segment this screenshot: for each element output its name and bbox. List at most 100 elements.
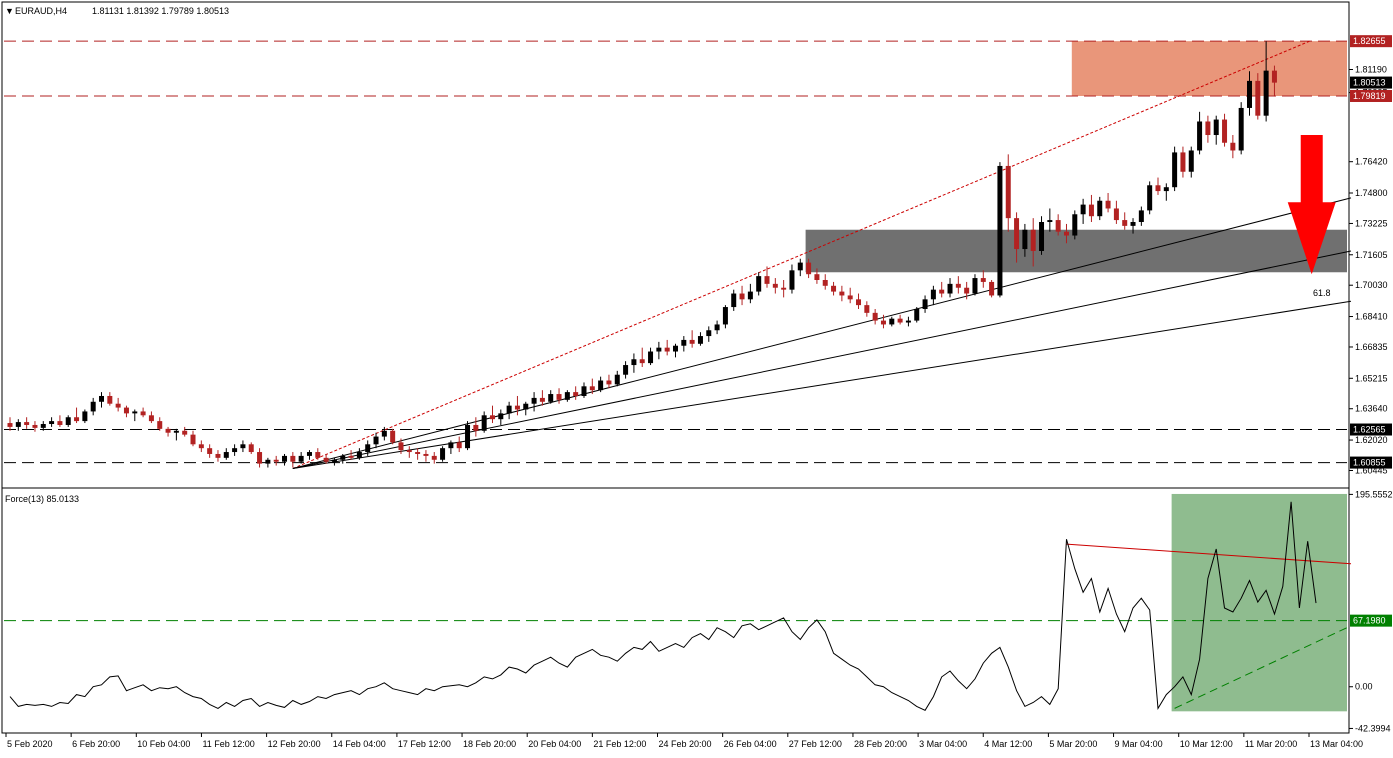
- candle-body: [706, 330, 712, 337]
- price-level-tag-label: 1.82655: [1353, 36, 1386, 46]
- candle-body: [1172, 152, 1178, 188]
- candle-body: [1213, 119, 1219, 136]
- time-tick-label: 4 Mar 12:00: [984, 739, 1032, 749]
- candle-body: [1113, 208, 1119, 221]
- price-tick-label: 1.74800: [1355, 188, 1388, 198]
- candle-body: [764, 276, 770, 284]
- time-tick-label: 10 Mar 12:00: [1180, 739, 1233, 749]
- down-arrow-icon: [1287, 135, 1336, 275]
- candle-body: [1246, 80, 1252, 108]
- indicator-pane-frame: [1, 487, 1350, 734]
- chart-headers: ▼ EURAUD,H4 1.81131 1.81392 1.79789 1.80…: [5, 6, 1331, 504]
- price-level-tag-label: 1.60855: [1353, 458, 1386, 468]
- candle-body: [348, 455, 354, 458]
- price-level-tag: [1350, 423, 1392, 436]
- candle-body: [232, 448, 238, 453]
- candle-body: [82, 411, 88, 422]
- time-axis: 5 Feb 2020 6 Feb 20:00 10 Feb 04:00 11 Feb …: [5, 733, 1363, 749]
- candle-body: [847, 295, 853, 300]
- candle-body: [132, 411, 138, 414]
- candle-body: [539, 397, 545, 402]
- price-tick-label: 1.76420: [1355, 157, 1388, 167]
- candle-body: [448, 442, 454, 449]
- candle-body: [398, 442, 404, 451]
- candle-body: [390, 430, 396, 443]
- price-tick-label: 1.65215: [1355, 373, 1388, 383]
- time-tick-label: 27 Feb 12:00: [789, 739, 842, 749]
- price-level-tag: [1350, 456, 1392, 469]
- force-index-pane[interactable]: 195.5552 0.00 -42.3994 67.1980: [1, 487, 1393, 734]
- candle-body: [731, 293, 737, 308]
- candle-body: [564, 392, 570, 400]
- price-tick-label: 1.73225: [1355, 218, 1388, 228]
- candle-body: [1039, 222, 1045, 251]
- time-tick-label: 6 Feb 20:00: [72, 739, 120, 749]
- candle-body: [581, 386, 587, 396]
- indicator-highlight-zone: [1171, 493, 1347, 712]
- candle-body: [306, 452, 312, 456]
- candle-body: [548, 394, 554, 402]
- candle-body: [74, 417, 80, 422]
- candle-body: [157, 421, 163, 429]
- price-tick-label: 1.70030: [1355, 280, 1388, 290]
- zone-support: [805, 229, 1347, 273]
- price-level-tag: [1350, 35, 1392, 48]
- time-tick-label: 26 Feb 04:00: [724, 739, 777, 749]
- candle-body: [1088, 204, 1094, 217]
- force-tick-label: 0.00: [1355, 682, 1373, 692]
- candle-body: [373, 436, 379, 445]
- candle-body: [681, 339, 687, 346]
- candle-body: [65, 417, 71, 425]
- symbol-dropdown-icon[interactable]: ▼: [5, 6, 14, 16]
- candle-body: [140, 411, 146, 416]
- symbol-header: EURAUD,H4: [15, 6, 67, 16]
- time-tick-label: 10 Feb 04:00: [137, 739, 190, 749]
- time-tick-label: 11 Feb 12:00: [202, 739, 254, 749]
- candle-body: [223, 452, 229, 458]
- candle-body: [722, 307, 728, 325]
- candle-body: [714, 324, 720, 331]
- candle-body: [1255, 80, 1261, 116]
- candle-body: [864, 305, 870, 313]
- candle-body: [115, 403, 121, 408]
- candle-body: [182, 430, 188, 435]
- indicator-header: Force(13) 85.0133: [5, 494, 79, 504]
- candle-body: [797, 262, 803, 271]
- candle-body: [1047, 220, 1053, 223]
- time-tick-label: 12 Feb 20:00: [268, 739, 321, 749]
- force-tick-label: -42.3994: [1355, 723, 1391, 733]
- time-tick-label: 24 Feb 20:00: [659, 739, 712, 749]
- candle-body: [1263, 70, 1269, 116]
- time-tick-label: 5 Feb 2020: [7, 739, 53, 749]
- time-tick-label: 5 Mar 20:00: [1049, 739, 1097, 749]
- price-tick-label: 1.62020: [1355, 435, 1388, 445]
- candle-body: [240, 444, 246, 449]
- candle-body: [506, 405, 512, 414]
- candle-body: [248, 444, 254, 453]
- candle-body: [606, 380, 612, 385]
- price-level-tag: [1350, 89, 1392, 102]
- candle-body: [814, 274, 820, 280]
- time-tick-label: 9 Mar 04:00: [1115, 739, 1163, 749]
- candle-body: [939, 289, 945, 294]
- candle-body: [631, 359, 637, 366]
- candle-body: [656, 347, 662, 352]
- candle-body: [789, 270, 795, 290]
- time-tick-label: 14 Feb 04:00: [333, 739, 386, 749]
- candle-body: [639, 359, 645, 364]
- candle-body: [897, 318, 903, 323]
- price-level-tag-label: 1.62565: [1353, 425, 1386, 435]
- candle-body: [831, 285, 837, 292]
- candle-body: [972, 278, 978, 294]
- candle-body: [1022, 229, 1028, 250]
- price-pane[interactable]: 1.811901.799951.764201.748001.732251.716…: [1, 1, 1392, 489]
- candle-body: [1238, 107, 1244, 151]
- candle-body: [623, 365, 629, 375]
- candle-body: [1222, 119, 1228, 143]
- candle-body: [431, 455, 437, 460]
- price-tick-label: 1.71605: [1355, 250, 1388, 260]
- candle-body: [24, 422, 30, 425]
- candle-body: [215, 453, 221, 458]
- candle-body: [673, 345, 678, 352]
